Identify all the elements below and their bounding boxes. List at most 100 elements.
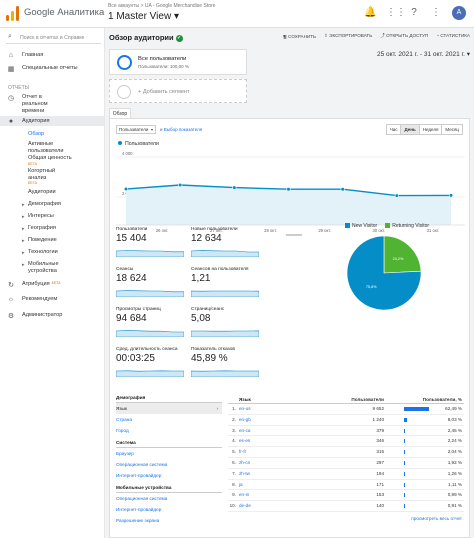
table-row: 7. zh-tw 194 1,26 % xyxy=(228,469,464,480)
row-index: 1. xyxy=(232,406,236,411)
metric-tile[interactable]: Пользователи 15 404 xyxy=(116,227,186,257)
sidebar-sub-interests[interactable]: Интересы xyxy=(28,213,54,219)
apps-grid-icon[interactable]: ⋮⋮ xyxy=(386,7,406,18)
share-bar xyxy=(404,450,405,455)
language-link[interactable]: ja xyxy=(239,481,243,487)
sidebar-sub-demographics[interactable]: Демография xyxy=(28,201,61,207)
save-button[interactable]: 🖫 СОХРАНИТЬ xyxy=(282,34,317,39)
beta-badge: БЕТА xyxy=(28,161,37,166)
sidebar-sub-overview[interactable]: Обзор xyxy=(28,131,45,137)
demographics-link[interactable]: Операционная система xyxy=(116,462,168,467)
table-row: 8. ja 171 1,11 % xyxy=(228,480,464,491)
tab-overview[interactable]: Обзор xyxy=(109,108,131,119)
demographics-link[interactable]: Операционная система xyxy=(116,496,168,501)
language-link[interactable]: en-gb xyxy=(239,416,251,422)
demographics-link[interactable]: Браузер xyxy=(116,451,134,456)
demographics-link[interactable]: Интернет-провайдер xyxy=(116,507,162,512)
metric-tile[interactable]: Просмотры страниц 94 684 xyxy=(116,307,186,337)
language-link[interactable]: en-ca xyxy=(239,427,251,433)
users-cell: 171 xyxy=(376,481,384,487)
date-range-picker[interactable]: 25 окт. 2021 г. - 31 окт. 2021 г. ▾ xyxy=(376,51,470,58)
sidebar-sub-lifetime-value[interactable]: Общая ценность БЕТА xyxy=(28,155,72,166)
metric-tile[interactable]: Сеансы 18 624 xyxy=(116,267,186,297)
chevron-down-icon: ▾ xyxy=(150,127,153,132)
share-bar xyxy=(404,493,405,498)
metric-value: 15 404 xyxy=(116,233,147,244)
sidebar-sub-active-users[interactable]: Активные пользователи xyxy=(28,141,64,154)
account-breadcrumb[interactable]: Все аккаунты > UA - Google Merchandise S… xyxy=(108,3,216,9)
sidebar-item-audience[interactable]: ● Аудитория xyxy=(0,116,104,126)
demographics-link[interactable]: Язык xyxy=(116,403,222,414)
metric-select[interactable]: Пользователи ▾ xyxy=(116,125,156,134)
language-link[interactable]: fr-fr xyxy=(239,449,247,455)
avatar[interactable]: A xyxy=(452,6,466,20)
metric-tile[interactable]: Показатель отказов 45,89 % xyxy=(191,347,261,377)
home-icon: ⌂ xyxy=(8,52,14,59)
users-cell: 297 xyxy=(376,459,384,465)
demographics-link[interactable]: Город xyxy=(116,428,129,433)
sidebar-item-discover[interactable]: ☼ Рекомендуем xyxy=(0,296,104,303)
sparkline-path xyxy=(116,250,184,257)
compare-metric[interactable]: и Выбор показателя xyxy=(160,127,203,132)
metric-sparkline xyxy=(116,330,184,337)
data-point xyxy=(340,187,345,192)
sidebar-sub-cohort[interactable]: Когортный анализ БЕТА xyxy=(28,168,72,185)
share-button[interactable]: ⤴ ОТКРЫТЬ ДОСТУП xyxy=(380,33,429,38)
series-legend-dot xyxy=(118,141,122,145)
sparkline-path xyxy=(191,370,259,377)
sidebar-sub-mobile[interactable]: Мобильные устройства xyxy=(28,261,59,274)
notifications-icon[interactable]: 🔔 xyxy=(364,7,377,18)
check-icon: ✓ xyxy=(175,34,183,42)
export-button[interactable]: ⇪ ЭКСПОРТИРОВАТЬ xyxy=(324,33,373,38)
sidebar-item-realtime[interactable]: ◷ Отчет в реальном времени xyxy=(0,94,104,115)
demographics-link[interactable]: Страна xyxy=(116,417,132,422)
granularity-day[interactable]: День xyxy=(400,124,420,135)
users-cell: 194 xyxy=(376,470,384,476)
insights-button[interactable]: ◔ СТАТИСТИКА xyxy=(436,33,470,38)
x-tick-label: 28 окт. xyxy=(264,228,277,233)
users-cell: 1 240 xyxy=(372,416,385,422)
table-row: 4. es-es 346 2,24 % xyxy=(228,436,464,448)
language-link[interactable]: en-us xyxy=(239,406,251,411)
language-link[interactable]: zh-tw xyxy=(239,470,250,476)
pie-slice-returning-visitor[interactable] xyxy=(383,235,422,274)
metric-tile[interactable]: Новые пользователи 12 634 xyxy=(191,227,261,257)
granularity-hour[interactable]: Час xyxy=(385,124,402,135)
sidebar-sub-geo[interactable]: География xyxy=(28,225,56,231)
demographics-link[interactable]: Разрешение экрана xyxy=(116,518,160,523)
analytics-logo-icon[interactable] xyxy=(6,5,20,21)
metric-tile[interactable]: Сред. длительность сеанса 00:03:25 xyxy=(116,347,186,377)
metric-tile[interactable]: Страниц/сеанс 5,08 xyxy=(191,307,261,337)
sparkline-path xyxy=(116,330,184,337)
language-link[interactable]: en-in xyxy=(239,492,250,498)
view-selector[interactable]: 1 Master View ▾ xyxy=(108,11,179,22)
sidebar-search[interactable]: ⌕ Поиск в отчетах и Справке xyxy=(6,32,101,44)
sparkline-path xyxy=(116,290,184,297)
language-link[interactable]: es-es xyxy=(239,438,251,444)
sidebar-item-attribution[interactable]: ↻ Атрибуция БЕТА xyxy=(0,281,104,289)
help-icon[interactable]: ? xyxy=(411,7,417,18)
metric-tile[interactable]: Сеансов на пользователя 1,21 xyxy=(191,267,261,297)
add-segment-button[interactable]: + Добавить сегмент xyxy=(109,79,247,103)
sidebar-sub-behavior[interactable]: Поведение xyxy=(28,237,57,243)
granularity-week[interactable]: Неделя xyxy=(418,124,443,135)
segment-card[interactable]: Все пользователи Пользователи: 100,00 % xyxy=(109,49,247,75)
full-report-link[interactable]: просмотреть весь отчет xyxy=(411,515,462,521)
demographics-link[interactable]: Интернет-провайдер xyxy=(116,473,162,478)
sidebar-item-home[interactable]: ⌂ Главная xyxy=(0,52,104,59)
sidebar-item-custom-reports[interactable]: ▦ Специальные отчеты xyxy=(0,65,104,73)
more-vert-icon[interactable]: ⋮ xyxy=(431,7,441,18)
search-input[interactable]: Поиск в отчетах и Справке xyxy=(20,35,85,41)
language-link[interactable]: zh-cn xyxy=(239,459,251,465)
share-bar xyxy=(404,460,405,465)
x-tick-label: 27 окт. xyxy=(210,228,223,233)
sidebar-sub-technology[interactable]: Технологии xyxy=(28,249,58,255)
pie-slice-new-visitor[interactable] xyxy=(346,235,422,311)
users-cell: 140 xyxy=(376,503,384,509)
language-link[interactable]: de-de xyxy=(239,503,251,509)
granularity-month[interactable]: Месяц xyxy=(441,124,463,135)
table-row: 3. en-ca 379 2,45 % xyxy=(228,426,464,437)
sidebar-item-admin[interactable]: ⚙ Администратор xyxy=(0,312,104,320)
y-tick-label: 4 000 xyxy=(122,151,133,156)
sidebar-sub-audiences[interactable]: Аудитории xyxy=(28,189,56,195)
